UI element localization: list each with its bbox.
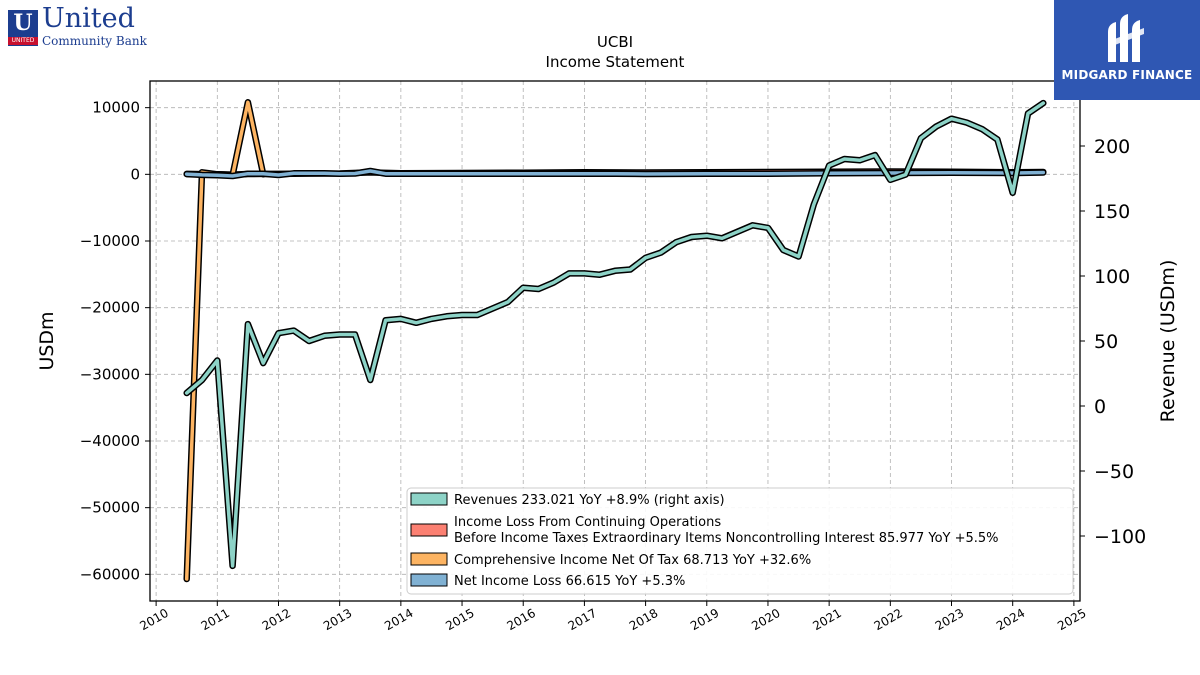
y-tick-label: −50000 xyxy=(80,499,140,517)
midgard-finance-name: MIDGARD FINANCE xyxy=(1061,68,1193,82)
legend-label-revenues: Revenues 233.021 YoY +8.9% (right axis) xyxy=(454,493,725,508)
y-tick-label: −10000 xyxy=(80,232,140,250)
x-tick-label: 2014 xyxy=(382,606,415,633)
x-tick-label: 2012 xyxy=(260,606,293,633)
logo-badge-text: UNITED xyxy=(8,37,38,45)
x-tick-label: 2023 xyxy=(933,606,966,633)
x-tick-label: 2018 xyxy=(627,606,660,633)
legend-swatch-income-loss xyxy=(410,523,448,537)
y2-tick-label: 0 xyxy=(1094,396,1106,418)
y2-tick-label: 150 xyxy=(1094,201,1130,223)
x-tick-label: 2021 xyxy=(810,606,843,633)
y-tick-label: −40000 xyxy=(80,432,140,450)
legend-frame xyxy=(406,487,1074,595)
legend-swatch-revenues xyxy=(410,492,448,506)
legend-swatch-net-income xyxy=(410,573,448,587)
grid xyxy=(150,81,1080,601)
y-axis-label: USDm xyxy=(36,311,58,370)
y-tick-label: 0 xyxy=(130,165,140,183)
united-community-bank-logo: U UNITED United Community Bank xyxy=(4,4,164,48)
series-line-net-income-loss xyxy=(184,169,1046,178)
legend: Revenues 233.021 YoY +8.9% (right axis) … xyxy=(406,487,1074,595)
y2-tick-label: 100 xyxy=(1094,266,1130,288)
x-tick-label: 2015 xyxy=(443,606,476,633)
legend-label-income-loss-line2: Before Income Taxes Extraordinary Items … xyxy=(454,531,999,546)
legend-swatch-comprehensive-income xyxy=(410,552,448,566)
series-line-revenues xyxy=(184,101,1046,568)
y2-tick-label: 50 xyxy=(1094,331,1118,353)
x-tick-label: 2019 xyxy=(688,606,721,633)
y2-tick-label: −100 xyxy=(1094,526,1146,548)
midgard-finance-logo: MIDGARD FINANCE xyxy=(1054,0,1200,100)
x-tick-label: 2017 xyxy=(566,606,599,633)
logo-letter: U xyxy=(13,10,33,36)
midgard-m-icon xyxy=(1108,14,1144,62)
x-tick-label: 2024 xyxy=(994,606,1027,633)
legend-label-income-loss-line1: Income Loss From Continuing Operations xyxy=(454,515,721,530)
y2-tick-label: −50 xyxy=(1094,461,1134,483)
x-tick-label: 2016 xyxy=(504,606,537,633)
x-tick-label: 2022 xyxy=(872,606,905,633)
chart-title: UCBI xyxy=(597,33,633,51)
x-tick-label: 2013 xyxy=(321,606,354,633)
logo-name: United xyxy=(42,3,135,34)
logo-badge: U UNITED xyxy=(8,10,38,46)
y-tick-label: 10000 xyxy=(92,99,140,117)
y-tick-label: −20000 xyxy=(80,299,140,317)
y-tick-label: −30000 xyxy=(80,365,140,383)
y-tick-label: −60000 xyxy=(80,565,140,583)
x-tick-label: 2020 xyxy=(749,606,782,633)
chart-subtitle: Income Statement xyxy=(546,53,685,71)
y2-tick-label: 200 xyxy=(1094,136,1130,158)
y2-axis-label: Revenue (USDm) xyxy=(1157,260,1179,423)
x-tick-label: 2011 xyxy=(199,606,232,633)
x-tick-label: 2025 xyxy=(1055,606,1088,633)
series-layer xyxy=(183,99,1047,583)
legend-label-comprehensive-income: Comprehensive Income Net Of Tax 68.713 Y… xyxy=(454,553,811,568)
x-tick-label: 2010 xyxy=(137,606,170,633)
logo-subtitle: Community Bank xyxy=(42,34,147,48)
legend-label-net-income: Net Income Loss 66.615 YoY +5.3% xyxy=(454,574,685,589)
